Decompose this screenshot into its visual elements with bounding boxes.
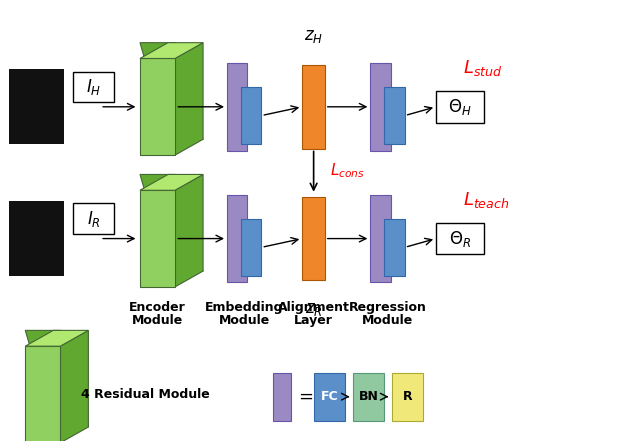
Polygon shape	[26, 346, 60, 442]
Polygon shape	[140, 175, 203, 190]
Bar	[353, 373, 384, 421]
Bar	[303, 65, 324, 149]
Polygon shape	[175, 43, 203, 155]
Polygon shape	[175, 175, 203, 287]
Bar	[10, 69, 63, 144]
Text: Module: Module	[218, 314, 270, 327]
Text: $I_R$: $I_R$	[87, 209, 100, 229]
Text: Embedding: Embedding	[205, 301, 284, 314]
Text: Regression: Regression	[349, 301, 426, 314]
Text: $L_{stud}$: $L_{stud}$	[463, 58, 503, 78]
Polygon shape	[140, 175, 203, 271]
Bar	[73, 203, 115, 234]
Bar	[392, 373, 422, 421]
Text: FC: FC	[321, 390, 339, 403]
Polygon shape	[140, 58, 175, 155]
Polygon shape	[140, 43, 203, 58]
Bar	[227, 63, 247, 151]
Polygon shape	[26, 330, 88, 427]
Bar	[436, 223, 484, 255]
Text: Module: Module	[362, 314, 413, 327]
Text: BN: BN	[358, 390, 378, 403]
Text: $\Theta_R$: $\Theta_R$	[449, 229, 471, 248]
Text: R: R	[403, 390, 412, 403]
Text: $L_{cons}$: $L_{cons}$	[330, 161, 365, 180]
Bar	[385, 219, 404, 276]
Text: =: =	[298, 388, 313, 406]
Bar	[436, 91, 484, 122]
Bar	[273, 373, 291, 421]
Bar	[303, 197, 324, 280]
Bar	[227, 194, 247, 282]
Text: $\Theta_H$: $\Theta_H$	[449, 97, 472, 117]
Text: $z_H$: $z_H$	[304, 27, 323, 46]
Polygon shape	[26, 330, 88, 346]
Text: $I_H$: $I_H$	[86, 77, 102, 97]
Text: $z_R$: $z_R$	[305, 300, 323, 318]
Text: Module: Module	[132, 314, 183, 327]
Bar	[241, 219, 261, 276]
Polygon shape	[60, 330, 88, 442]
Text: Alignment: Alignment	[278, 301, 349, 314]
Bar	[385, 87, 404, 144]
Bar	[241, 87, 261, 144]
Bar	[371, 63, 391, 151]
Bar	[73, 72, 115, 103]
Polygon shape	[140, 190, 175, 287]
Text: 4 Residual Module: 4 Residual Module	[81, 388, 210, 401]
Bar	[371, 194, 391, 282]
Text: Layer: Layer	[294, 314, 333, 327]
Polygon shape	[140, 43, 203, 139]
Text: $L_{teach}$: $L_{teach}$	[463, 190, 510, 210]
Bar	[10, 201, 63, 276]
Bar	[314, 373, 345, 421]
Text: Encoder: Encoder	[129, 301, 186, 314]
